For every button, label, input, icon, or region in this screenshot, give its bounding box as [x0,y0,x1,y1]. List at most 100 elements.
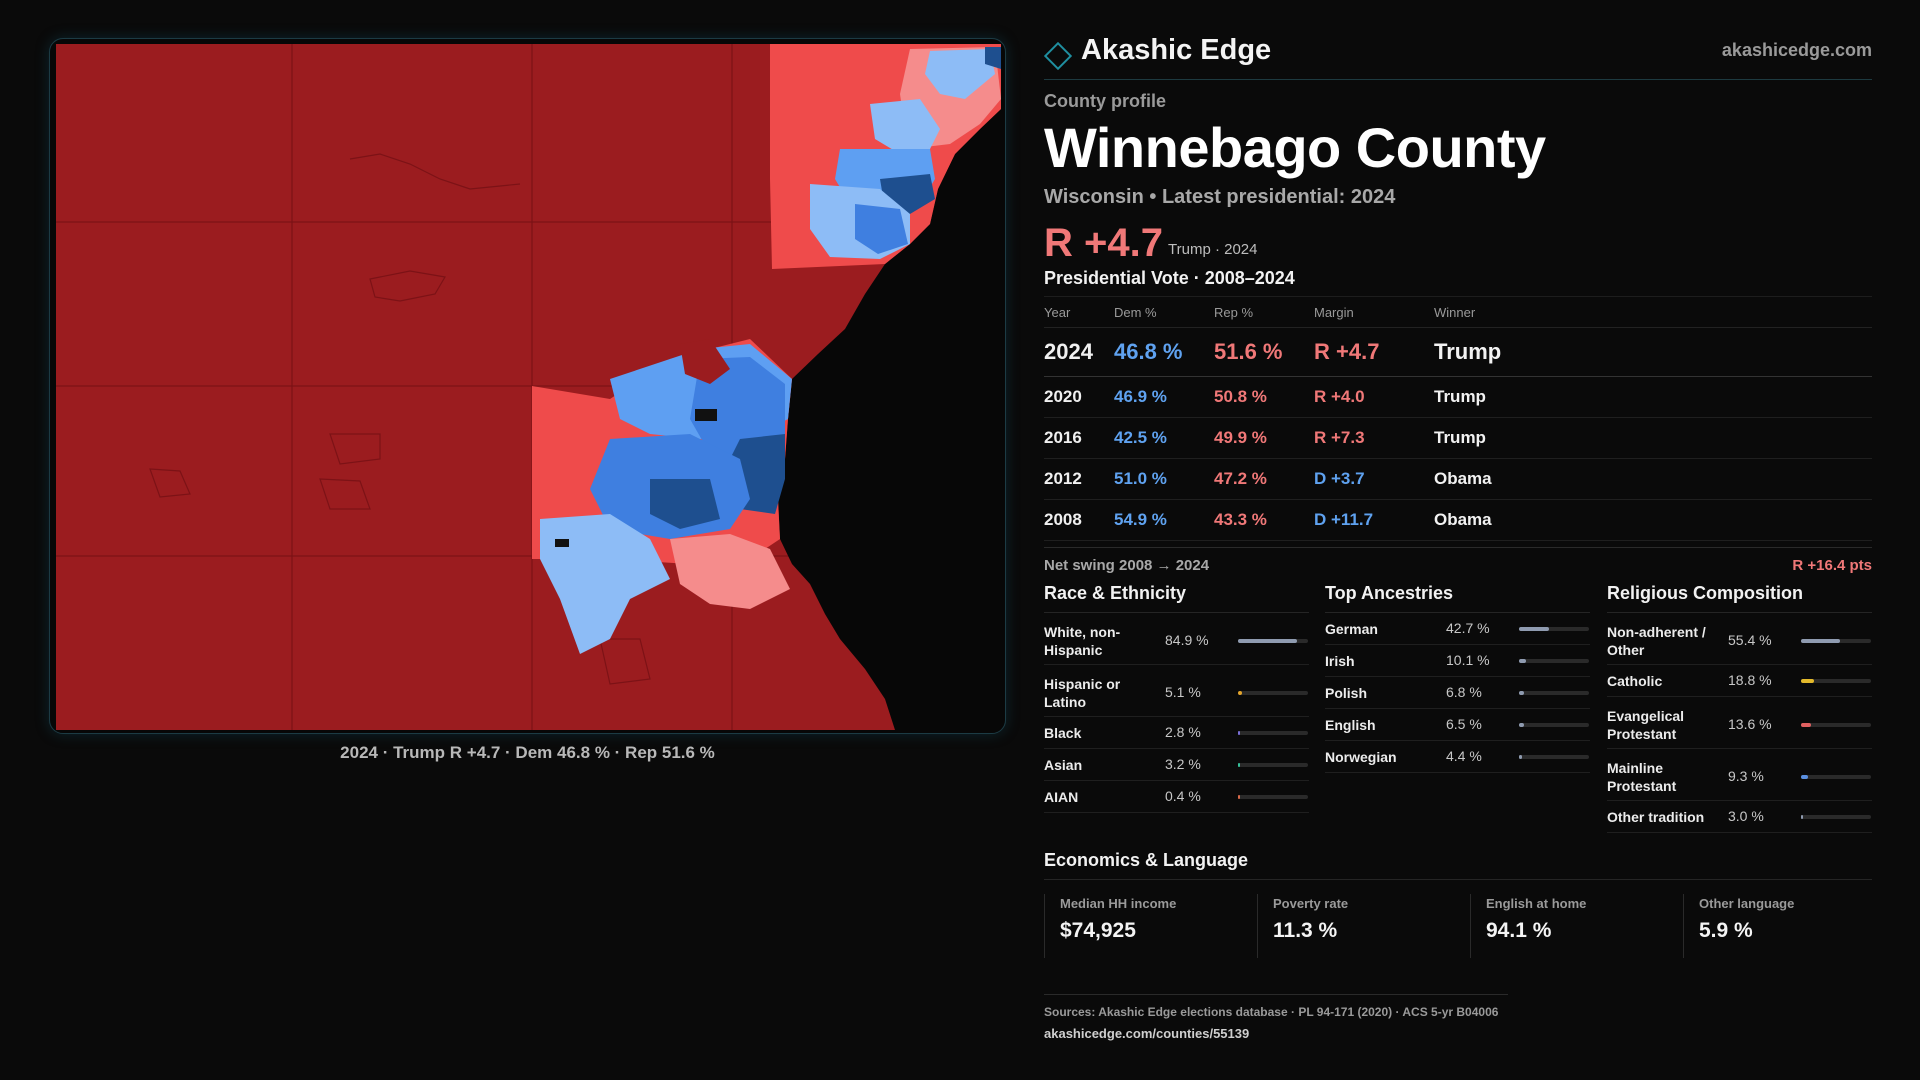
lake-winnebago [778,109,1001,730]
ancestry-value: 6.8 % [1446,684,1482,700]
fox-crossing-d [855,204,908,254]
race-bar-track [1238,639,1308,643]
ancestry-bar-track [1519,659,1589,663]
vote-year: 2016 [1044,417,1114,459]
stat-value: 11.3 % [1273,919,1338,942]
race-value: 5.1 % [1165,684,1201,700]
vote-dem-pct: 42.5 % [1114,417,1214,459]
vote-row-2008: 2008 54.9 % 43.3 % D +11.7 Obama [1044,499,1872,541]
diamond-logo-icon [1044,42,1072,70]
race-row: White, non-Hispanic 84.9 % [1044,613,1309,665]
vote-rep-pct: 49.9 % [1214,417,1314,459]
religion-bar-fill [1801,815,1804,819]
airport-parcel [695,409,717,421]
neenah-core-strong-d [985,47,1001,69]
religion-section: Religious Composition Non-adherent / Oth… [1607,583,1872,833]
religion-bar-track [1801,639,1871,643]
religion-label: Other tradition [1607,809,1705,825]
religion-row: Other tradition 3.0 % [1607,801,1872,833]
brand-url-link[interactable]: akashicedge.com [1721,40,1872,60]
religion-bar-track [1801,775,1871,779]
vote-year: 2012 [1044,458,1114,500]
stat-value: 5.9 % [1699,919,1753,942]
county-precinct-map[interactable] [49,38,1006,734]
stat-other-language: Other language 5.9 % [1683,894,1872,958]
religion-bar-fill [1801,639,1840,643]
ancestry-label: Norwegian [1325,749,1397,765]
col-winner: Winner [1434,296,1872,328]
race-bar-track [1238,731,1308,735]
race-bar-fill [1238,731,1240,735]
ancestry-label: Polish [1325,685,1368,701]
stat-label: Poverty rate [1273,896,1349,911]
industrial-parcel [555,539,569,547]
religion-row: Evangelical Protestant 13.6 % [1607,697,1872,749]
ancestry-row: Norwegian 4.4 % [1325,741,1590,773]
race-value: 0.4 % [1165,788,1201,804]
vote-rep-pct: 50.8 % [1214,376,1314,418]
brand-name[interactable]: Akashic Edge [1081,34,1272,66]
vote-margin: R +4.7 [1314,327,1434,377]
stat-english-at-home: English at home 94.1 % [1470,894,1683,958]
sources-text: Sources: Akashic Edge elections database… [1044,1005,1499,1019]
net-swing: Net swing 2008 → 2024 R +16.4 pts [1044,547,1872,577]
col-year: Year [1044,296,1114,328]
race-value: 2.8 % [1165,724,1201,740]
religion-row: Catholic 18.8 % [1607,665,1872,697]
religion-label: Non-adherent / Other [1607,624,1706,658]
vote-winner: Trump [1434,376,1872,418]
religion-value: 3.0 % [1728,808,1764,824]
county-permalink[interactable]: akashicedge.com/counties/55139 [1044,1026,1250,1041]
vote-row-2024: 2024 46.8 % 51.6 % R +4.7 Trump [1044,327,1872,377]
religion-value: 18.8 % [1728,672,1772,688]
oshkosh-north-strong-r [680,339,730,384]
ancestry-value: 10.1 % [1446,652,1490,668]
ancestry-bar-track [1519,723,1589,727]
vote-dem-pct: 46.9 % [1114,376,1214,418]
religion-label: Mainline Protestant [1607,760,1677,794]
religion-bar-track [1801,815,1871,819]
ancestry-bar-fill [1519,627,1549,631]
vote-year: 2024 [1044,327,1114,377]
col-dem: Dem % [1114,296,1214,328]
ancestry-value: 4.4 % [1446,748,1482,764]
vote-winner: Obama [1434,458,1872,500]
oshkosh-west-slight-d [540,514,670,654]
vote-winner: Obama [1434,499,1872,541]
vote-rep-pct: 43.3 % [1214,499,1314,541]
vote-margin: D +3.7 [1314,458,1434,500]
ancestry-row: Irish 10.1 % [1325,645,1590,677]
demographics: Race & Ethnicity White, non-Hispanic 84.9… [1044,583,1872,848]
headline-margin: R +4.7 Trump · 2024 [1044,221,1872,265]
ancestry-bar-fill [1519,723,1524,727]
vote-winner: Trump [1434,417,1872,459]
page-title: Winnebago County [1044,116,1546,179]
stat-label: Median HH income [1060,896,1177,911]
margin-winner-year: Trump · 2024 [1168,241,1258,258]
ancestry-section: Top Ancestries German 42.7 % Irish 10.1 % Po… [1325,583,1590,773]
religion-heading: Religious Composition [1607,583,1872,613]
stat-value: $74,925 [1060,919,1136,942]
swing-value: R +16.4 pts [1792,557,1872,574]
ancestry-row: German 42.7 % [1325,613,1590,645]
race-value: 84.9 % [1165,632,1209,648]
map-caption: 2024 · Trump R +4.7 · Dem 46.8 % · Rep 5… [340,743,715,762]
ancestry-row: English 6.5 % [1325,709,1590,741]
header: Akashic Edge akashicedge.com [1044,30,1872,80]
economics-heading: Economics & Language [1044,850,1872,880]
vote-dem-pct: 46.8 % [1114,327,1214,377]
ancestry-label: German [1325,621,1378,637]
ancestry-value: 42.7 % [1446,620,1490,636]
religion-row: Mainline Protestant 9.3 % [1607,749,1872,801]
stat-label: Other language [1699,896,1795,911]
page-subtitle: Wisconsin • Latest presidential: 2024 [1044,186,1396,208]
vote-year: 2008 [1044,499,1114,541]
race-value: 3.2 % [1165,756,1201,772]
page-eyebrow: County profile [1044,91,1166,111]
menasha-slight-d [870,99,940,154]
vote-margin: R +4.0 [1314,376,1434,418]
ancestry-bar-track [1519,691,1589,695]
vote-margin: D +11.7 [1314,499,1434,541]
race-heading: Race & Ethnicity [1044,583,1309,613]
race-label: Asian [1044,757,1083,773]
